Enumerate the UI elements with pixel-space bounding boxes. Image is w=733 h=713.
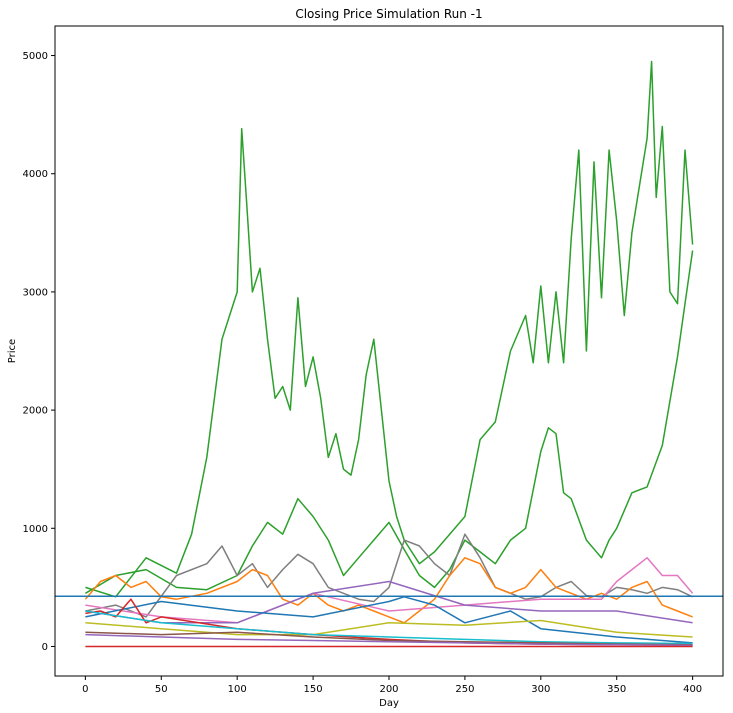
- y-axis-title: Price: [7, 339, 18, 363]
- x-tick-label: 50: [155, 684, 168, 695]
- series-line-2: [85, 250, 694, 594]
- y-axis: 0 1000 2000 3000 4000 5000: [23, 51, 55, 653]
- plot-lines: [55, 60, 723, 648]
- series-line-4: [84, 557, 693, 624]
- x-tick-label: 0: [82, 684, 88, 695]
- x-tick-label: 200: [379, 684, 398, 695]
- x-tick-label: 250: [455, 684, 474, 695]
- series-line-5: [85, 557, 694, 624]
- x-tick-label: 100: [228, 684, 247, 695]
- y-tick-label: 0: [42, 642, 48, 653]
- series-line-12: [85, 633, 693, 647]
- x-tick-label: 300: [531, 684, 550, 695]
- y-tick-label: 4000: [23, 169, 48, 180]
- series-line-7: [85, 596, 693, 644]
- y-tick-label: 1000: [23, 524, 48, 535]
- x-axis: 0 50 100 150 200 250 300 350 400: [82, 676, 702, 695]
- series-line-8: [85, 619, 693, 638]
- series-line-10: [85, 610, 693, 645]
- x-tick-label: 400: [683, 684, 702, 695]
- x-tick-label: 150: [304, 684, 323, 695]
- series-line-11: [85, 631, 693, 646]
- y-tick-label: 2000: [23, 406, 48, 417]
- y-tick-label: 3000: [23, 287, 48, 298]
- y-tick-label: 5000: [23, 51, 48, 62]
- plot-frame: [54, 25, 724, 677]
- series-line-1: [85, 60, 694, 598]
- x-tick-label: 350: [607, 684, 626, 695]
- series-line-3: [85, 533, 693, 618]
- chart-title: Closing Price Simulation Run -1: [295, 7, 482, 21]
- x-axis-title: Day: [379, 698, 399, 709]
